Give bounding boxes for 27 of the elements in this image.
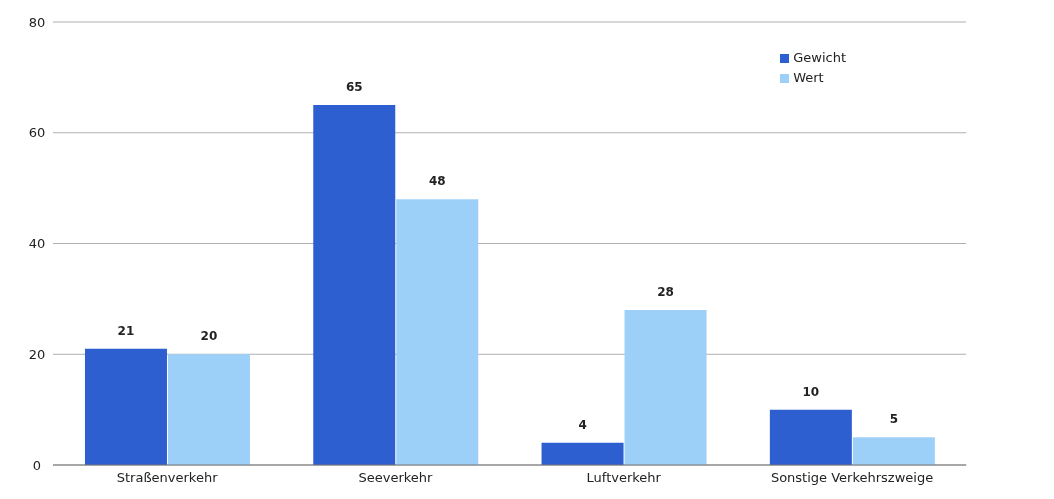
bar — [624, 309, 707, 465]
data-label: 28 — [657, 284, 674, 299]
data-label: 65 — [345, 80, 363, 95]
bar — [167, 354, 250, 465]
data-label: 20 — [200, 329, 218, 344]
y-tick-label: 60 — [28, 125, 46, 141]
data-label: 4 — [578, 417, 587, 432]
bar — [541, 442, 624, 465]
y-tick-label: 0 — [32, 457, 42, 473]
legend-label: Gewicht — [793, 50, 846, 65]
data-label: 21 — [117, 323, 135, 338]
y-tick-label: 20 — [28, 346, 46, 362]
data-label: 10 — [802, 384, 820, 399]
x-tick-label: Sonstige Verkehrszweige — [770, 470, 934, 486]
y-tick-label: 80 — [28, 14, 46, 30]
x-tick-label: Straßenverkehr — [116, 470, 219, 486]
bar — [396, 199, 479, 465]
legend-label: Wert — [793, 70, 824, 85]
bar — [313, 105, 396, 465]
bar — [852, 437, 935, 465]
x-tick-label: Luftverkehr — [586, 470, 662, 486]
x-tick-label: Seeverkehr — [358, 470, 434, 486]
data-label: 48 — [428, 174, 446, 189]
y-tick-label: 40 — [28, 236, 46, 252]
bar — [769, 409, 852, 465]
data-label: 5 — [889, 412, 899, 427]
bar — [84, 348, 167, 465]
